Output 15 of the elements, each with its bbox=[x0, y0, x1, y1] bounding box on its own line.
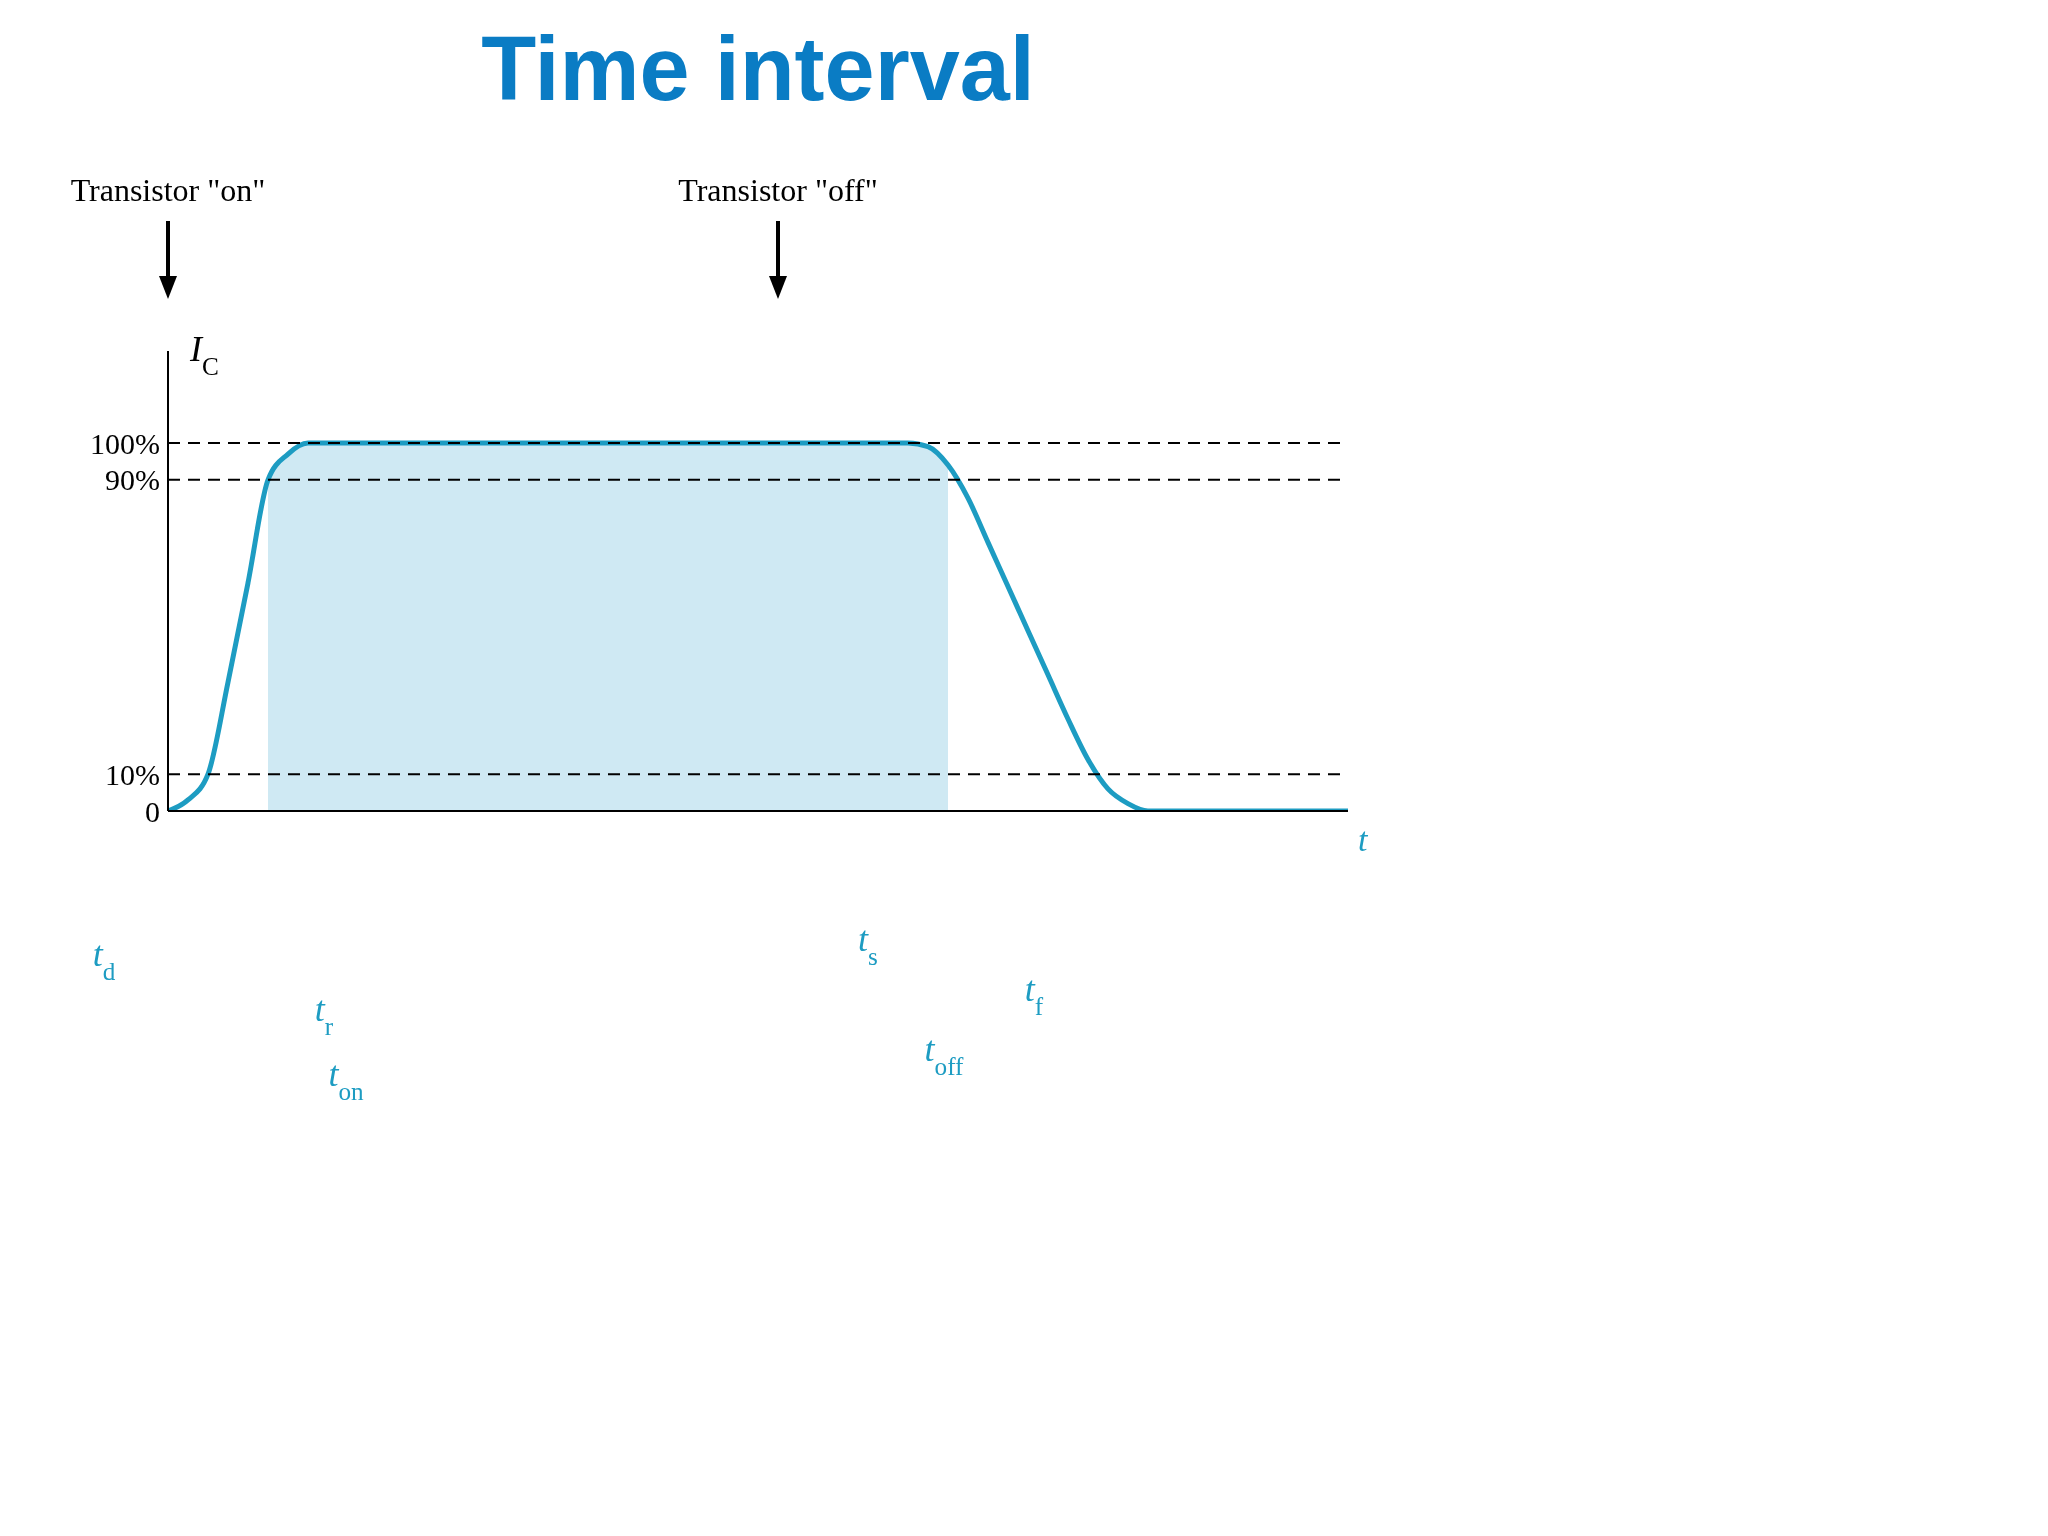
text: t$_{s}$ bbox=[858, 919, 878, 970]
text: t$_{on}$ bbox=[328, 1054, 365, 1105]
y-tick-label: 0 bbox=[145, 794, 160, 828]
text: t$_{off}$ bbox=[924, 1029, 965, 1080]
text: Transistor "off" bbox=[678, 172, 878, 208]
y-tick-label: 90% bbox=[105, 463, 160, 497]
y-axis-title: I$_{C}$ bbox=[189, 329, 219, 380]
y-tick-label: 10% bbox=[105, 757, 160, 791]
text: t$_{d}$ bbox=[92, 934, 116, 985]
text: t$_{f}$ bbox=[1024, 969, 1044, 1020]
text: t$_{r}$ bbox=[314, 989, 334, 1040]
x-axis-title: t bbox=[1358, 821, 1369, 858]
y-tick-label: 100% bbox=[90, 426, 160, 460]
chart-title: Time interval bbox=[480, 18, 1036, 121]
text: Transistor "on" bbox=[70, 172, 266, 208]
